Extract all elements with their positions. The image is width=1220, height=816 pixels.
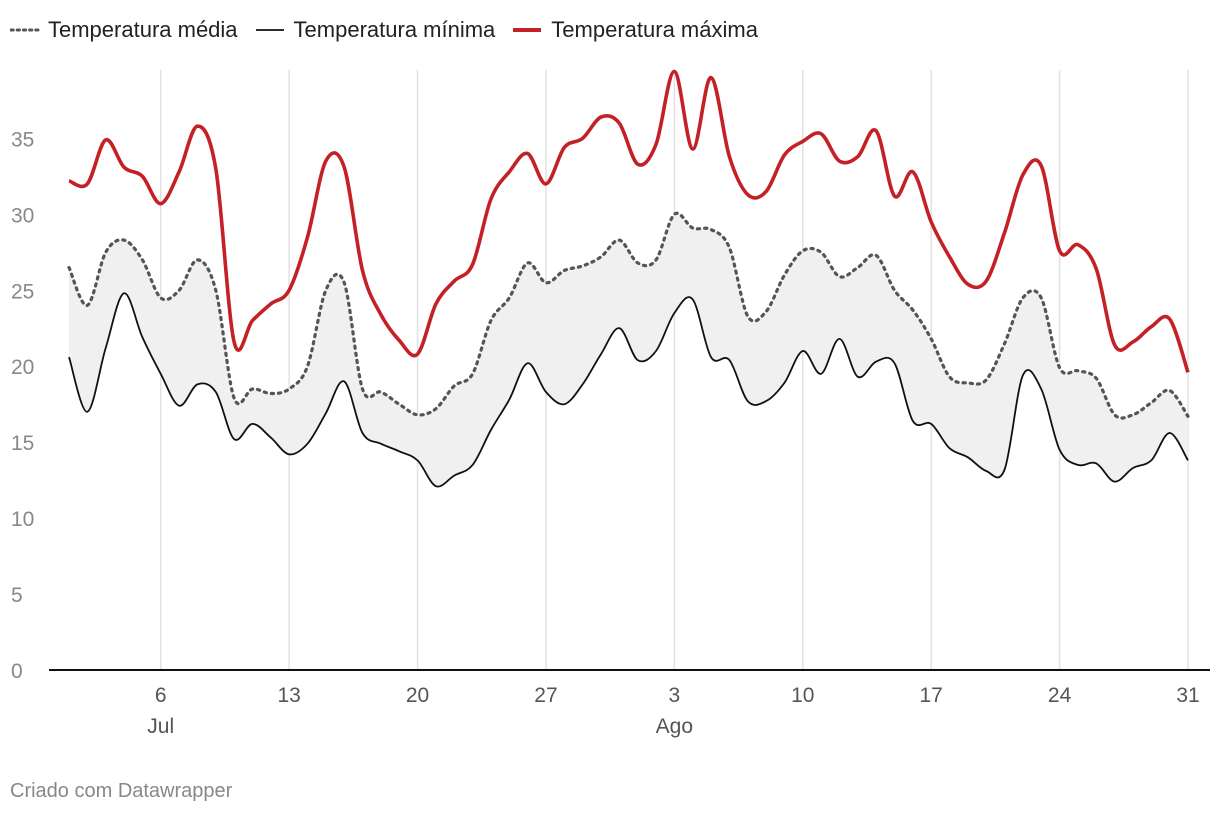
- x-tick-label: 17: [920, 684, 943, 707]
- y-axis-labels: 0 5 10 15 20 25 30 35: [11, 128, 34, 683]
- x-tick-label: 31: [1176, 684, 1199, 707]
- legend-label-minima: Temperatura mínima: [293, 17, 496, 42]
- x-tick-label: 6: [155, 684, 167, 707]
- legend: Temperatura média Temperatura mínima Tem…: [10, 14, 776, 46]
- x-tick-label: 3: [669, 684, 681, 707]
- legend-item-minima: Temperatura mínima: [255, 17, 496, 43]
- y-tick-label: 35: [11, 128, 34, 151]
- y-tick-label: 15: [11, 432, 34, 455]
- x-tick-label: 24: [1048, 684, 1072, 707]
- y-tick-label: 30: [11, 204, 34, 227]
- legend-label-maxima: Temperatura máxima: [551, 17, 758, 42]
- y-tick-label: 25: [11, 280, 34, 303]
- x-tick-label: 13: [277, 684, 300, 707]
- x-tick-label: 27: [534, 684, 557, 707]
- series-line-media: [67, 211, 1190, 420]
- y-tick-label: 10: [11, 508, 34, 531]
- legend-swatch-media: [10, 28, 42, 32]
- series-line-maxima: [68, 69, 1190, 373]
- series-line-minima: [68, 292, 1189, 488]
- x-month-label: Jul: [147, 715, 174, 738]
- legend-swatch-minima: [255, 29, 284, 31]
- x-month-label: Ago: [656, 715, 693, 738]
- y-tick-label: 20: [11, 356, 34, 379]
- x-tick-label: 10: [791, 684, 814, 707]
- legend-swatch-maxima: [513, 28, 542, 32]
- legend-item-media: Temperatura média: [10, 17, 238, 43]
- legend-item-maxima: Temperatura máxima: [513, 17, 758, 43]
- y-tick-label: 0: [11, 660, 23, 683]
- credit-text: Criado com Datawrapper: [10, 780, 233, 802]
- series-lines: [67, 69, 1190, 488]
- y-tick-label: 5: [11, 584, 23, 607]
- x-tick-label: 20: [406, 684, 429, 707]
- legend-label-media: Temperatura média: [48, 17, 238, 42]
- x-axis-labels: 6 Jul 13 20 27 3 Ago 10 17 24 31: [147, 684, 1199, 738]
- band-area-min-media: [69, 213, 1188, 487]
